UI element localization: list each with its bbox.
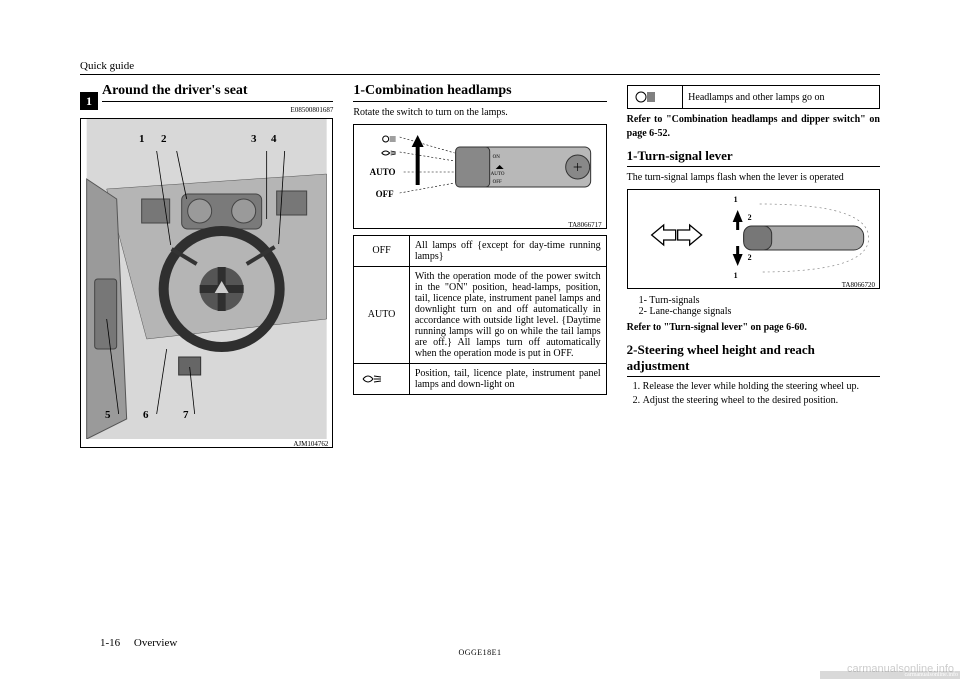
ref-combination: Refer to "Combination headlamps and dipp… — [627, 113, 880, 140]
legend-1: 1- Turn-signals — [639, 295, 880, 306]
driver-seat-figure: 1 2 3 4 5 6 7 AJM104762 — [80, 118, 333, 448]
steering-adjust-heading: 2-Steering wheel height and reach adjust… — [627, 342, 880, 377]
headlamp-table-cont: Headlamps and other lamps go on — [627, 85, 880, 109]
turn-signal-heading: 1-Turn-signal lever — [627, 148, 880, 167]
step-1: Release the lever while holding the stee… — [643, 381, 880, 392]
callout-3: 3 — [251, 133, 257, 145]
footer-code: OGGE18E1 — [0, 648, 960, 657]
callout-6: 6 — [143, 409, 149, 421]
figure-caption-2: TA8066717 — [354, 220, 605, 231]
callout-5: 5 — [105, 409, 111, 421]
svg-text:1: 1 — [733, 195, 737, 204]
callout-4: 4 — [271, 133, 277, 145]
callout-2: 2 — [161, 133, 167, 145]
svg-text:AUTO: AUTO — [370, 167, 396, 177]
svg-text:2: 2 — [747, 253, 751, 262]
chapter-tab: 1 — [80, 92, 98, 110]
headlamp-icon — [627, 86, 683, 109]
table-off-desc: All lamps off {except for day-time runni… — [409, 235, 606, 266]
quick-guide-label: Quick guide — [80, 60, 134, 72]
turn-signal-text: The turn-signal lamps flash when the lev… — [627, 171, 880, 185]
svg-text:OFF: OFF — [376, 189, 394, 199]
svg-text:OFF: OFF — [493, 180, 502, 185]
turn-signal-legend: 1- Turn-signals 2- Lane-change signals — [639, 295, 880, 317]
watermark-bar: carmanualsonline.info — [820, 671, 960, 679]
steering-adjust-steps: Release the lever while holding the stee… — [627, 381, 880, 406]
figure-caption-1: AJM104762 — [81, 439, 332, 450]
combination-headlamps-heading: 1-Combination headlamps — [353, 83, 606, 102]
callout-1: 1 — [139, 133, 145, 145]
svg-text:ON: ON — [493, 155, 501, 160]
step-2: Adjust the steering wheel to the desired… — [643, 395, 880, 406]
svg-text:1: 1 — [733, 271, 737, 280]
page-header: Quick guide — [80, 60, 880, 75]
legend-2: 2- Lane-change signals — [639, 306, 880, 317]
ref-turn-signal: Refer to "Turn-signal lever" on page 6-6… — [627, 321, 880, 335]
column-1: Around the driver's seat E08500801687 — [80, 81, 333, 454]
table-tail-desc: Position, tail, licence plate, instrumen… — [409, 363, 606, 394]
column-3: Headlamps and other lamps go on Refer to… — [627, 81, 880, 454]
combination-intro: Rotate the switch to turn on the lamps. — [353, 106, 606, 120]
headlamp-table: OFF All lamps off {except for day-time r… — [353, 235, 606, 395]
table-auto-desc: With the operation mode of the power swi… — [409, 266, 606, 363]
svg-text:2: 2 — [747, 213, 751, 222]
table-off-label: OFF — [354, 235, 410, 266]
column-2: 1-Combination headlamps Rotate the switc… — [353, 81, 606, 454]
figure-caption-3: TA8066720 — [628, 280, 879, 291]
callout-7: 7 — [183, 409, 189, 421]
tail-lamp-icon — [354, 363, 410, 394]
table-auto-label: AUTO — [354, 266, 410, 363]
table-headlamp-desc: Headlamps and other lamps go on — [683, 86, 880, 109]
headlamp-switch-figure: AUTO OFF ON AUTO — [353, 124, 606, 229]
section-code: E08500801687 — [80, 106, 333, 114]
around-driver-seat-heading: Around the driver's seat — [102, 83, 333, 102]
svg-text:AUTO: AUTO — [491, 172, 505, 177]
turn-signal-figure: 1 2 2 1 TA8066720 — [627, 189, 880, 289]
